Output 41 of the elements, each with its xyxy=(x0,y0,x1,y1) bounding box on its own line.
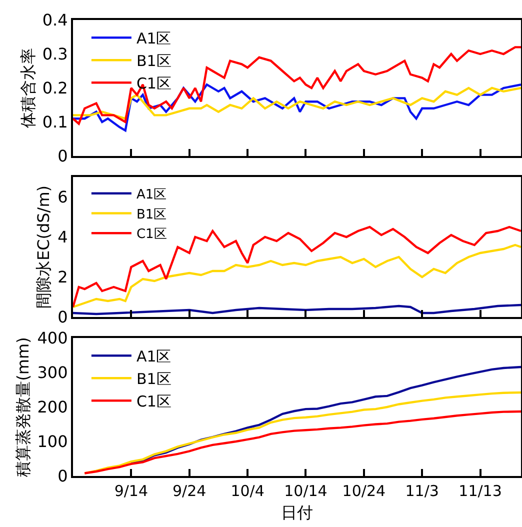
x-tick-label: 9/14 xyxy=(114,482,148,500)
legend-label: B1区 xyxy=(136,52,172,70)
x-tick-label: 11/3 xyxy=(405,482,439,500)
x-axis-title: 日付 xyxy=(281,503,313,522)
legend-label: C1区 xyxy=(136,74,172,92)
line-series xyxy=(73,226,521,308)
y-tick-label: 200 xyxy=(37,398,68,417)
y-tick-label: 100 xyxy=(37,432,68,452)
x-tick-label: 10/4 xyxy=(230,482,264,500)
legend-label: C1区 xyxy=(136,392,172,410)
x-tick-label: 11/13 xyxy=(458,482,502,500)
line-series xyxy=(84,391,521,474)
y-axis-title: 間隙水EC(dS/m) xyxy=(34,185,54,309)
y-tick-label: 2 xyxy=(58,268,68,287)
y-tick-label: 400 xyxy=(37,328,68,348)
line-series xyxy=(73,46,521,125)
line-series xyxy=(73,244,521,308)
y-tick-label: 0 xyxy=(58,146,68,166)
y-axis-title: 体積含水率 xyxy=(18,48,38,128)
legend-label: B1区 xyxy=(136,207,167,222)
y-tick-label: 0 xyxy=(58,308,68,327)
y-tick-label: 0.1 xyxy=(42,112,68,132)
y-tick-label: 6 xyxy=(58,188,68,207)
y-tick-label: 4 xyxy=(58,228,68,247)
x-tick-label: 10/24 xyxy=(342,482,386,500)
legend-label: C1区 xyxy=(136,227,167,242)
line-series xyxy=(84,410,521,474)
line-series xyxy=(130,366,521,464)
legend-label: A1区 xyxy=(136,347,172,366)
legend-label: B1区 xyxy=(136,370,172,388)
y-tick-label: 0.3 xyxy=(42,44,68,64)
y-tick-label: 0.2 xyxy=(42,78,68,98)
y-axis-title: 積算蒸発散量(mm) xyxy=(14,337,33,477)
y-tick-label: 0.4 xyxy=(42,10,68,30)
line-series xyxy=(73,304,521,316)
y-tick-label: 300 xyxy=(37,363,68,382)
x-tick-label: 10/14 xyxy=(284,482,328,500)
y-tick-label: 0 xyxy=(58,466,68,486)
legend-label: A1区 xyxy=(136,187,167,202)
legend-label: A1区 xyxy=(136,29,172,48)
x-tick-label: 9/24 xyxy=(172,482,206,500)
